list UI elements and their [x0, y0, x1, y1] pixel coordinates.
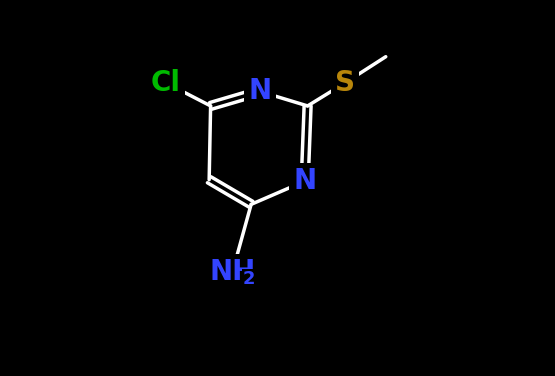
Text: 2: 2 — [243, 270, 255, 288]
Text: N: N — [248, 77, 271, 105]
Text: NH: NH — [209, 258, 255, 287]
Text: S: S — [335, 69, 355, 97]
Text: Cl: Cl — [151, 69, 181, 97]
Text: N: N — [293, 167, 316, 195]
